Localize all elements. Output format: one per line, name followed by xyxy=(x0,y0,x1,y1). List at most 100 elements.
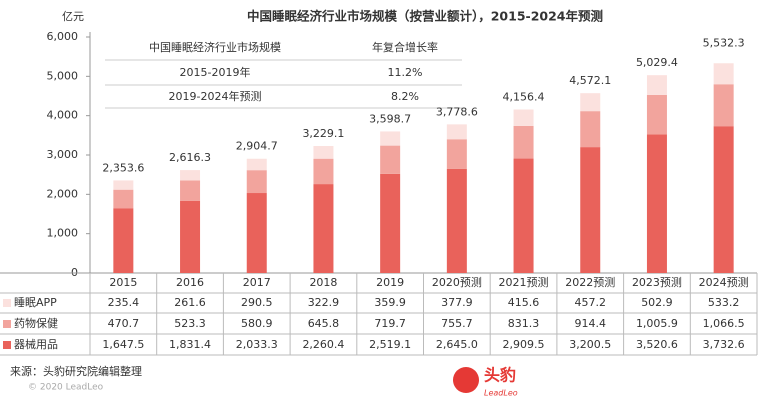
bar-segment xyxy=(380,145,401,174)
table-cell: 1,647.5 xyxy=(102,338,144,351)
x-tick-label: 2019 xyxy=(376,276,404,289)
bar-segment xyxy=(380,173,401,273)
table-cell: 322.9 xyxy=(308,296,340,309)
table-cell: 502.9 xyxy=(641,296,673,309)
inset-cell: 2015-2019年 xyxy=(180,65,251,79)
table-cell: 755.7 xyxy=(441,317,473,330)
table-cell: 470.7 xyxy=(108,317,140,330)
x-tick-label: 2024预测 xyxy=(699,276,749,289)
total-label: 3,778.6 xyxy=(436,105,478,118)
table-cell: 261.6 xyxy=(174,296,206,309)
logo-name: 头豹 xyxy=(484,366,516,385)
table-cell: 3,520.6 xyxy=(636,338,678,351)
inset-cell: 2019-2024年预测 xyxy=(169,89,262,103)
bar-segment xyxy=(113,189,134,209)
x-tick-label: 2016 xyxy=(176,276,204,289)
table-cell: 359.9 xyxy=(374,296,406,309)
x-tick-label: 2022预测 xyxy=(565,276,615,289)
table-cell: 1,831.4 xyxy=(169,338,211,351)
bar-segment xyxy=(246,193,267,273)
table-cell: 645.8 xyxy=(308,317,340,330)
copyright: © 2020 LeadLeo xyxy=(28,383,104,393)
x-tick-label: 2020预测 xyxy=(432,276,482,289)
bar-segment xyxy=(313,145,334,159)
x-tick-label: 2021预测 xyxy=(499,276,549,289)
bar-segment xyxy=(313,158,334,185)
y-tick-label: 5,000 xyxy=(47,69,79,82)
table-cell: 2,260.4 xyxy=(302,338,344,351)
inset-cell: 8.2% xyxy=(391,90,419,103)
table-cell: 2,909.5 xyxy=(503,338,545,351)
table-cell: 2,033.3 xyxy=(236,338,278,351)
table-cell: 377.9 xyxy=(441,296,473,309)
table-cell: 2,519.1 xyxy=(369,338,411,351)
y-tick-label: 1,000 xyxy=(47,227,79,240)
total-label: 4,156.4 xyxy=(503,91,545,104)
source: 来源：头豹研究院编辑整理 xyxy=(10,364,142,378)
table-cell: 1,005.9 xyxy=(636,317,678,330)
legend-swatch xyxy=(3,320,11,328)
bar-segment xyxy=(513,125,534,159)
bar-segment xyxy=(446,139,467,169)
bar-segment xyxy=(380,131,401,146)
series-name: 药物保健 xyxy=(14,316,58,330)
x-tick-label: 2023预测 xyxy=(632,276,682,289)
table-cell: 533.2 xyxy=(708,296,740,309)
bar-segment xyxy=(246,158,267,171)
bar-segment xyxy=(180,180,201,201)
table-cell: 2,645.0 xyxy=(436,338,478,351)
logo-icon xyxy=(453,367,479,393)
table-cell: 1,066.5 xyxy=(703,317,745,330)
y-tick-label: 2,000 xyxy=(47,187,79,200)
total-label: 2,353.6 xyxy=(102,161,144,174)
bar-segment xyxy=(446,124,467,140)
bar-segment xyxy=(113,208,134,273)
bar-segment xyxy=(580,93,601,112)
bar-segment xyxy=(713,126,734,273)
table-cell: 3,200.5 xyxy=(569,338,611,351)
table-cell: 3,732.6 xyxy=(703,338,745,351)
total-label: 4,572.1 xyxy=(569,74,611,87)
table-cell: 290.5 xyxy=(241,296,273,309)
inset-header: 中国睡眠经济行业市场规模 xyxy=(149,40,281,54)
x-tick-label: 2017 xyxy=(243,276,271,289)
total-label: 3,598.7 xyxy=(369,112,411,125)
total-label: 2,904.7 xyxy=(236,140,278,153)
bar-segment xyxy=(646,75,667,95)
x-tick-label: 2018 xyxy=(309,276,337,289)
bar-segment xyxy=(713,84,734,127)
bar-segment xyxy=(580,147,601,273)
table-cell: 235.4 xyxy=(108,296,140,309)
legend-swatch xyxy=(3,341,11,349)
x-tick-label: 2015 xyxy=(109,276,137,289)
total-label: 2,616.3 xyxy=(169,151,211,164)
bar-segment xyxy=(713,63,734,85)
y-tick-label: 4,000 xyxy=(47,109,79,122)
total-label: 5,532.3 xyxy=(703,36,745,49)
inset-cell: 11.2% xyxy=(388,66,423,79)
logo-subname: LeadLeo xyxy=(484,389,518,398)
table-cell: 580.9 xyxy=(241,317,273,330)
legend-swatch xyxy=(3,299,11,307)
bar-segment xyxy=(580,111,601,148)
series-name: 器械用品 xyxy=(14,337,58,351)
bar-segment xyxy=(513,158,534,273)
bar-segment xyxy=(180,170,201,181)
bar-segment xyxy=(313,184,334,273)
table-cell: 457.2 xyxy=(575,296,607,309)
bar-segment xyxy=(513,109,534,126)
bar-segment xyxy=(113,180,134,190)
table-cell: 719.7 xyxy=(374,317,406,330)
table-cell: 523.3 xyxy=(174,317,206,330)
bar-segment xyxy=(446,168,467,273)
chart-title: 中国睡眠经济行业市场规模（按营业额计），2015-2024年预测 xyxy=(247,9,603,24)
table-cell: 415.6 xyxy=(508,296,540,309)
series-name: 睡眠APP xyxy=(14,296,57,309)
bar-segment xyxy=(180,200,201,273)
bar-segment xyxy=(646,134,667,273)
total-label: 5,029.4 xyxy=(636,56,678,69)
y-tick-label: 6,000 xyxy=(47,30,79,43)
bar-segment xyxy=(246,170,267,194)
table-cell: 914.4 xyxy=(575,317,607,330)
